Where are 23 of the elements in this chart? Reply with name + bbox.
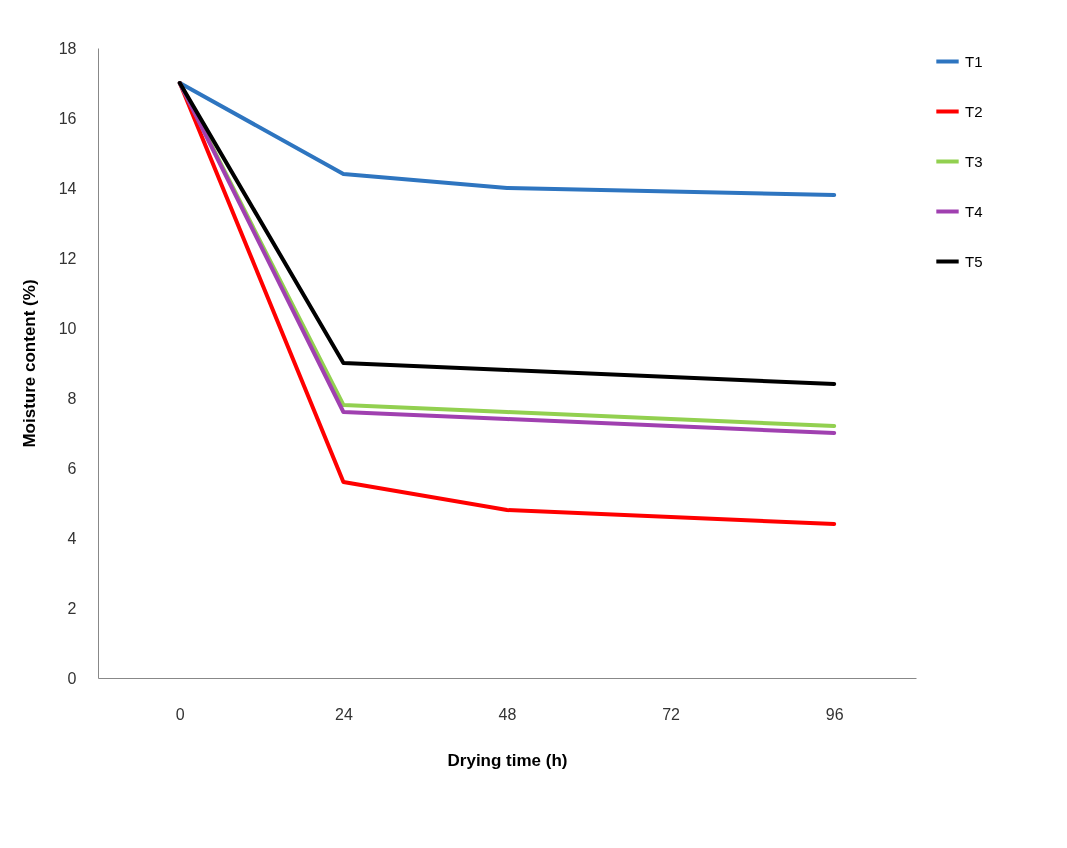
y-tick-label: 0	[67, 669, 77, 687]
x-tick-label: 72	[662, 705, 681, 723]
y-tick-label: 14	[58, 179, 77, 197]
y-axis-title: Moisture content (%)	[19, 279, 39, 448]
y-tick-label: 6	[67, 459, 77, 477]
legend-label: T3	[965, 152, 983, 170]
line-series	[177, 81, 837, 197]
x-tick-label: 24	[335, 705, 353, 723]
legend-label: T5	[965, 252, 983, 270]
y-tick-label: 4	[67, 529, 77, 547]
legend-label: T1	[965, 52, 983, 70]
y-tick-label: 16	[58, 109, 77, 127]
y-tick-label: 2	[67, 599, 77, 617]
x-axis-title: Drying time (h)	[447, 750, 568, 770]
legend-label: T2	[965, 102, 983, 120]
y-tick-label: 8	[67, 389, 77, 407]
x-tick-label: 96	[825, 705, 844, 723]
y-tick-label: 12	[58, 249, 77, 267]
x-tick-label: 0	[175, 705, 185, 723]
y-tick-label: 10	[58, 319, 77, 337]
legend-label: T4	[965, 202, 983, 220]
x-tick-label: 48	[498, 705, 517, 723]
y-tick-label: 18	[58, 39, 77, 57]
